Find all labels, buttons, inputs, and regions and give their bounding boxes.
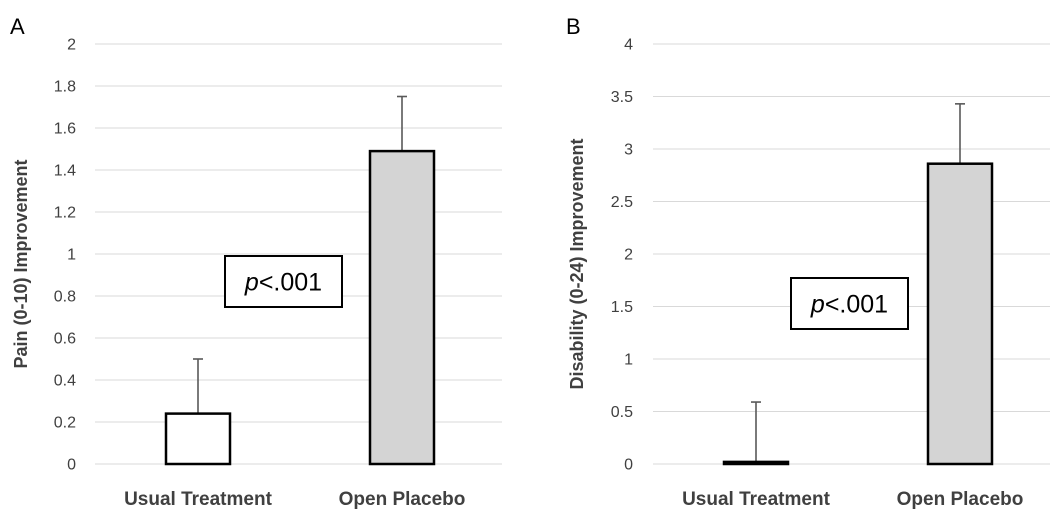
annotation-text: p<.001 — [244, 269, 322, 297]
annotation-rest: <.001 — [259, 269, 322, 297]
panel-letter: B — [566, 14, 581, 39]
y-tick-label: 1.8 — [54, 79, 76, 96]
x-category-label: Open Placebo — [897, 489, 1024, 510]
y-tick-label: 0.6 — [54, 331, 76, 348]
annotation-box — [790, 277, 909, 330]
bar-usual-treatment — [164, 412, 232, 466]
chart-panel-b: B 0 0.5 1 1.5 2 2.5 3 3.5 4 Disability (0-24) Impr… — [566, 14, 1050, 510]
annotation-italic: p — [244, 269, 259, 297]
chart-panel-a: A 0 0.2 0.4 0.6 0.8 1 1.2 1.4 1.6 1.8 2 Pain (0-10) … — [10, 14, 502, 510]
y-tick-label: 1.4 — [54, 163, 76, 180]
y-tick-label: 0.5 — [611, 404, 633, 421]
p-value-annotation: p<.001 — [224, 255, 343, 308]
y-tick-label: 3.5 — [611, 89, 633, 106]
y-tick-label: 2 — [624, 247, 633, 264]
annotation-rest: <.001 — [825, 291, 888, 319]
y-tick-label: 0.8 — [54, 289, 76, 306]
y-tick-label: 4 — [624, 37, 633, 54]
y-tick-label: 0.2 — [54, 415, 76, 432]
y-tick-label: 1.6 — [54, 121, 76, 138]
y-tick-label: 0.4 — [54, 373, 76, 390]
y-tick-label: 3 — [624, 142, 633, 159]
annotation-italic: p — [810, 291, 825, 319]
x-category-label: Usual Treatment — [682, 489, 830, 510]
y-tick-label: 0 — [624, 457, 633, 474]
y-tick-label: 1 — [67, 247, 76, 264]
y-tick-label: 2.5 — [611, 194, 633, 211]
annotation-box — [224, 255, 343, 308]
panel-letter: A — [10, 14, 25, 39]
bar-open-placebo — [926, 162, 994, 466]
y-tick-label: 0 — [67, 457, 76, 474]
x-category-label: Open Placebo — [339, 489, 466, 510]
bar-open-placebo — [368, 149, 436, 466]
y-tick-label: 1.2 — [54, 205, 76, 222]
y-tick-label: 2 — [67, 37, 76, 54]
y-tick-label: 1 — [624, 352, 633, 369]
y-axis-title: Pain (0-10) Improvement — [11, 159, 31, 368]
bar-usual-treatment — [722, 460, 790, 466]
y-axis-title: Disability (0-24) Improvement — [567, 138, 587, 389]
y-tick-label: 1.5 — [611, 299, 633, 316]
x-category-label: Usual Treatment — [124, 489, 272, 510]
p-value-annotation: p<.001 — [790, 277, 909, 330]
annotation-text: p<.001 — [810, 291, 888, 319]
